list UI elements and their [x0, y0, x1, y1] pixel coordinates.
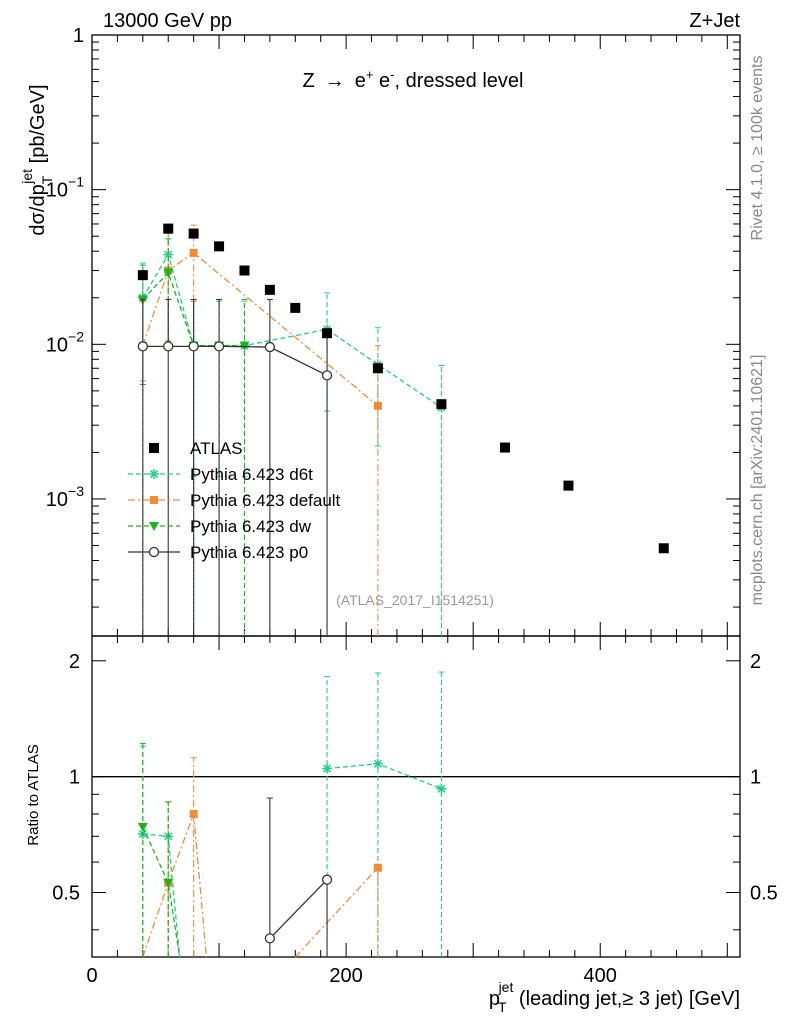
legend-label: Pythia 6.423 d6t [190, 465, 313, 484]
mcplots-label: mcplots.cern.ch [arXiv:2401.10621] [749, 355, 766, 606]
ratio-line [142, 763, 442, 958]
atlas-point [188, 228, 199, 239]
atlas-point [239, 265, 250, 276]
ratio-panel-frame [91, 635, 741, 958]
atlas-point [658, 543, 669, 554]
y-tick-label: 10−3 [46, 483, 84, 511]
series-line [142, 252, 442, 409]
y-tick-label: 1 [69, 767, 80, 789]
data-point [188, 341, 199, 352]
y-tick-label: 1 [73, 25, 84, 47]
x-tick-label: 0 [86, 965, 97, 987]
ratio-line [269, 879, 328, 939]
ratio-line [142, 813, 379, 958]
atlas-point [163, 223, 174, 234]
atlas-point [436, 399, 447, 410]
atlas-point [137, 270, 148, 281]
ratio-point [163, 878, 174, 888]
y-axis-label-top: dσ/dpTjet [pb/GeV] [19, 84, 55, 235]
atlas-point [322, 328, 333, 339]
x-axis-label: pTjet (leading jet,≥ 3 jet) [GeV] [489, 979, 740, 1015]
series-line [142, 252, 379, 407]
header-right: Z+Jet [689, 10, 740, 32]
data-point [163, 341, 174, 352]
data-point [163, 268, 174, 278]
legend-marker [150, 496, 158, 504]
series-4 [137, 298, 333, 957]
y-tick-label: 10−1 [46, 174, 84, 202]
legend-marker [149, 443, 159, 453]
legend-entry: Pythia 6.423 d6t [128, 465, 313, 484]
y-tick-label: 0.5 [52, 883, 80, 905]
ratio-point [321, 874, 333, 885]
y-tick-label-right: 1 [750, 767, 761, 789]
atlas-point [214, 241, 225, 252]
data-point [373, 401, 382, 410]
legend-label: Pythia 6.423 dw [190, 517, 312, 536]
legend-entry: Pythia 6.423 p0 [128, 543, 308, 562]
series-atlas [137, 223, 669, 554]
atlas-point [372, 363, 383, 374]
ratio-point [373, 863, 382, 872]
legend-entry: Pythia 6.423 default [128, 491, 341, 510]
data-point [189, 248, 198, 257]
y-tick-label: 2 [69, 651, 80, 673]
legend-label: Pythia 6.423 p0 [190, 543, 308, 562]
y-tick-label: 10−2 [46, 328, 84, 356]
plot-title: Z → e+ e-, dressed level [303, 67, 524, 92]
rivet-label: Rivet 4.1.0, ≥ 100k events [749, 56, 766, 241]
data-point [213, 341, 225, 352]
ratio-point [137, 823, 148, 833]
ratio-point [264, 933, 276, 944]
header-left: 13000 GeV pp [103, 10, 232, 32]
x-tick-label: 200 [329, 965, 362, 987]
atlas-point [499, 442, 510, 453]
analysis-tag: (ATLAS_2017_I1514251) [336, 592, 494, 608]
y-tick-label-right: 2 [750, 651, 761, 673]
atlas-point [290, 302, 301, 313]
atlas-point [264, 284, 275, 295]
data-point [321, 370, 333, 381]
y-axis-label-ratio: Ratio to ATLAS [25, 744, 42, 845]
ratio-point [189, 809, 198, 818]
ratio-point [372, 758, 383, 769]
ratio-point [436, 783, 447, 794]
legend-marker [149, 469, 159, 479]
legend-entry: Pythia 6.423 dw [128, 517, 312, 536]
y-tick-label-right: 0.5 [750, 883, 778, 905]
legend-entry: ATLAS [149, 439, 243, 458]
data-point [137, 341, 148, 352]
data-point [264, 341, 276, 353]
ratio-line [142, 826, 181, 958]
atlas-point [563, 480, 574, 491]
legend-marker [148, 546, 160, 558]
legend-label: ATLAS [190, 439, 243, 458]
ratio-point [322, 763, 333, 774]
x-tick-label: 400 [584, 965, 617, 987]
legend-marker [149, 522, 159, 531]
legend-label: Pythia 6.423 default [190, 491, 341, 510]
